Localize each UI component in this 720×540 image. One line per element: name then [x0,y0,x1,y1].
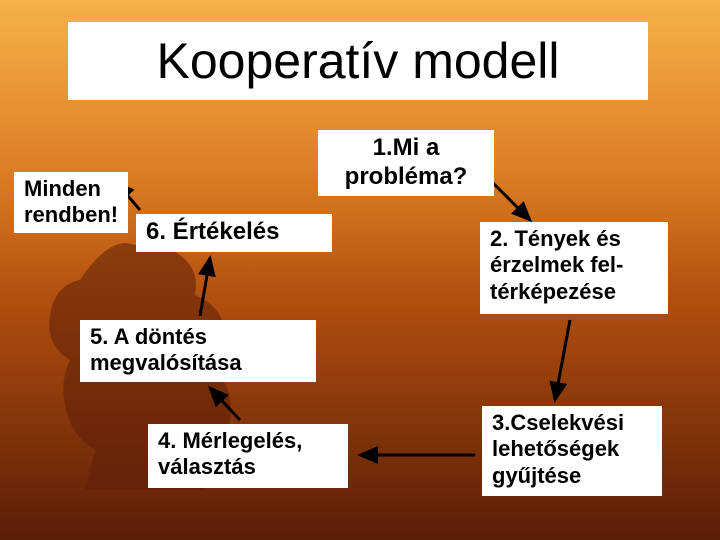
node-n4: 4. Mérlegelés, választás [148,424,348,488]
node-label: Minden rendben! [24,176,118,229]
slide-title: Kooperatív modell [68,22,648,100]
node-n1: 1.Mi a probléma? [318,130,494,196]
node-n2: 2. Tények és érzelmek fel- térképezése [480,222,668,314]
node-n6: 6. Értékelés [136,214,332,252]
node-label: 6. Értékelés [146,218,279,247]
node-n3: 3.Cselekvési lehetőségek gyűjtése [482,406,662,496]
node-label: 5. A döntés megvalósítása [90,324,242,377]
slide-title-text: Kooperatív modell [156,32,559,90]
node-label: 4. Mérlegelés, választás [158,428,302,481]
node-label: 2. Tények és érzelmek fel- térképezése [490,226,623,305]
node-n5: 5. A döntés megvalósítása [80,320,316,382]
node-label: 3.Cselekvési lehetőségek gyűjtése [492,410,624,489]
node-n_start: Minden rendben! [14,172,128,233]
node-label: 1.Mi a probléma? [345,134,468,192]
